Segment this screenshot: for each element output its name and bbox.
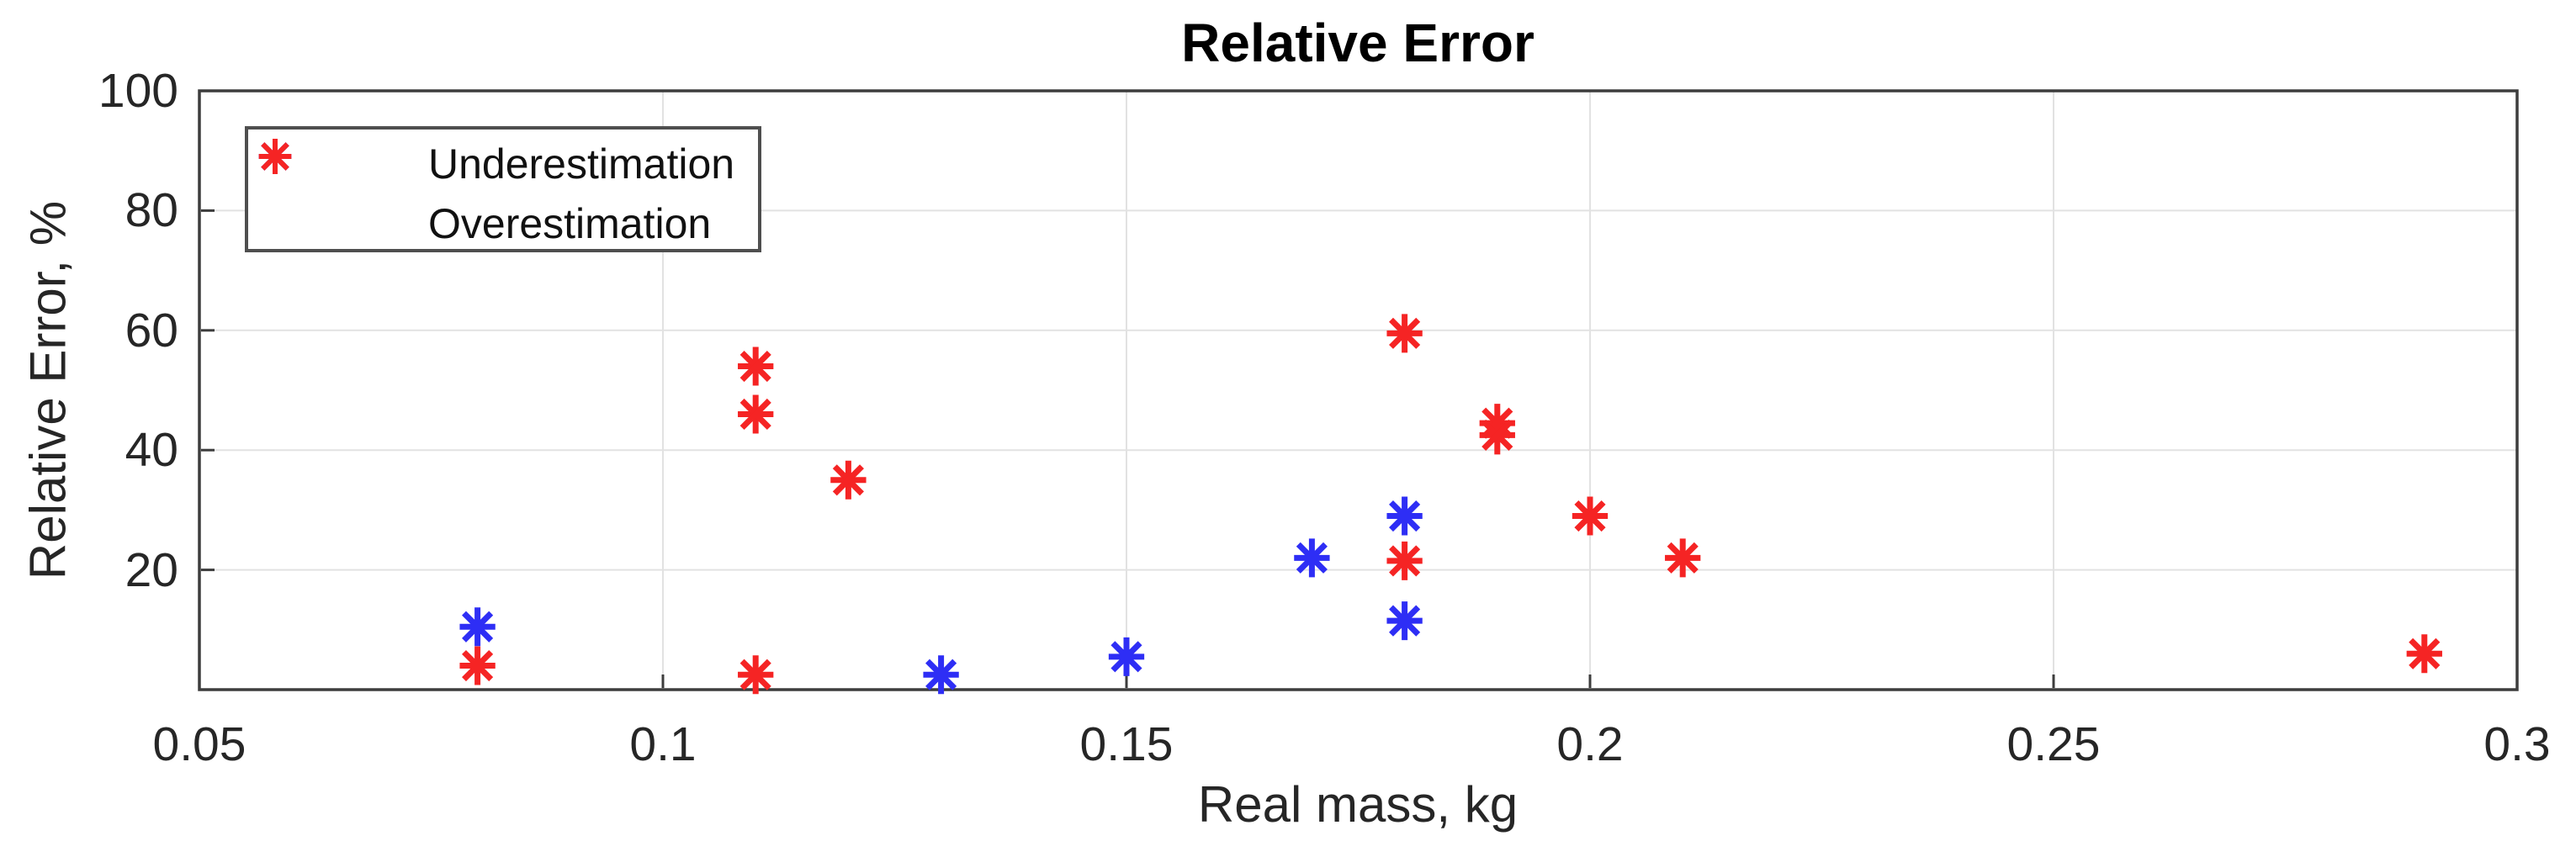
legend-asterisk-1 (258, 139, 292, 174)
asterisk-ray (1574, 500, 1606, 532)
asterisk-ray (1481, 419, 1513, 451)
chart-title: Relative Error (1181, 13, 1534, 73)
legend-label-overestimation: Overestimation (428, 199, 712, 247)
legend-box: Underestimation Overestimation (245, 126, 761, 252)
data-point-1-9 (1572, 496, 1609, 536)
asterisk-ray (462, 649, 494, 682)
asterisk-ray (1389, 317, 1421, 349)
data-point-1-2 (738, 394, 774, 434)
asterisk-ray (739, 350, 771, 383)
data-point-0-3 (1294, 538, 1330, 578)
asterisk-ray (462, 611, 494, 643)
data-point-0-1 (923, 655, 959, 695)
series-overestimation (459, 314, 2442, 695)
asterisk-ray (832, 464, 864, 496)
asterisk-ray (261, 142, 289, 171)
y-axis-label: Relative Error, % (19, 200, 77, 580)
asterisk-ray (1389, 605, 1421, 637)
x-tick-label-0.3: 0.3 (2483, 717, 2551, 771)
data-point-1-1 (738, 347, 774, 386)
data-point-0-2 (1108, 637, 1145, 676)
y-tick-label-20: 20 (125, 542, 178, 597)
asterisk-ray (1296, 542, 1328, 574)
legend-entry-overestimation: Overestimation (248, 139, 758, 253)
data-point-0-0 (459, 607, 496, 647)
asterisk-ray (739, 398, 771, 431)
y-tick-label-40: 40 (125, 423, 178, 478)
x-tick-label-0.25: 0.25 (2006, 717, 2101, 771)
y-tick-label-100: 100 (98, 64, 178, 118)
axes-box (198, 89, 2519, 691)
data-point-1-5 (1386, 314, 1423, 353)
data-point-1-8 (1479, 415, 1515, 455)
y-tick-label-80: 80 (125, 183, 178, 238)
legend-label-underestimation: Underestimation (428, 140, 735, 188)
asterisk-ray (1667, 542, 1699, 574)
y-tick-label-60: 60 (125, 303, 178, 357)
x-tick-label-0.05: 0.05 (152, 717, 246, 771)
data-point-0-5 (1386, 601, 1423, 641)
data-point-1-3 (738, 655, 774, 695)
data-point-1-11 (2406, 634, 2442, 674)
asterisk-ray (739, 659, 771, 690)
red-asterisk-icon (258, 139, 292, 174)
data-point-0-4 (1386, 496, 1423, 536)
x-tick-label-0.1: 0.1 (629, 717, 697, 771)
series-underestimation (459, 496, 1423, 695)
x-axis-label: Real mass, kg (1197, 776, 1519, 833)
data-point-1-0 (459, 646, 496, 685)
asterisk-ray (1389, 500, 1421, 532)
asterisk-ray (1389, 545, 1421, 577)
asterisk-ray (925, 659, 957, 690)
data-point-1-6 (1386, 541, 1423, 580)
x-tick-label-0.2: 0.2 (1556, 717, 1624, 771)
x-tick-label-0.15: 0.15 (1079, 717, 1174, 771)
asterisk-ray (2409, 637, 2441, 669)
data-point-1-10 (1665, 538, 1701, 578)
legend-entry-underestimation: Underestimation (248, 134, 758, 193)
asterisk-ray (1110, 641, 1142, 673)
data-point-1-4 (830, 460, 867, 500)
